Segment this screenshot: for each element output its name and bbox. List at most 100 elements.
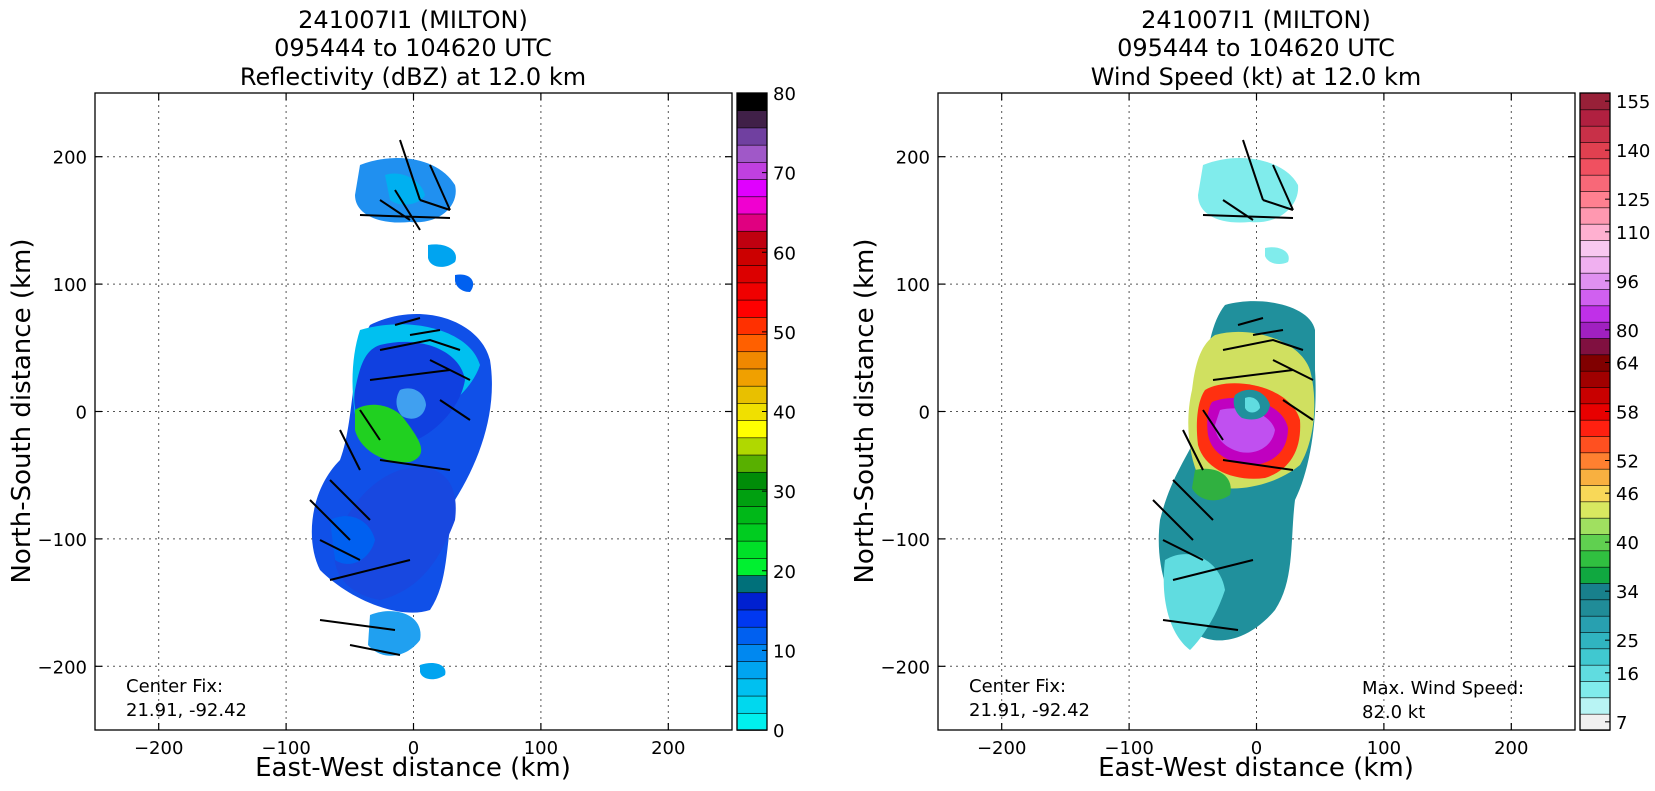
right-y-tick-label: 100 [896, 275, 930, 296]
left-y-tick-label: −100 [38, 530, 87, 551]
right-x-tick-labels: −200 −100 0 100 200 [977, 738, 1529, 759]
right-colorbar-segment [1579, 305, 1611, 323]
right-ticks [938, 93, 1575, 730]
right-x-tick-label: 0 [1251, 738, 1262, 759]
left-colorbar-segment [736, 178, 768, 198]
left-colorbar-segment [736, 264, 768, 284]
right-colorbar-tick-label: 80 [1616, 321, 1639, 342]
right-colorbar-tick-label: 25 [1616, 631, 1639, 652]
left-colorbar-segment [736, 213, 768, 232]
right-colorbar-tick-label: 40 [1616, 533, 1639, 554]
left-colorbar-segment [736, 523, 768, 542]
left-colorbar-segment [736, 626, 768, 645]
right-y-tick-labels: 200 100 0 −100 −200 [881, 148, 930, 679]
left-colorbar-segment [736, 557, 768, 576]
left-y-axis-label: North-South distance (km) [7, 238, 37, 583]
left-colorbar-segment [736, 609, 768, 628]
left-colorbar-segment [736, 333, 768, 353]
right-y-tick-label: −200 [881, 657, 930, 678]
left-y-tick-label: 100 [53, 275, 87, 296]
left-colorbar-segment [736, 471, 768, 490]
max-wind-speed-label: Max. Wind Speed: [1362, 678, 1524, 699]
right-colorbar-tick-label: 96 [1616, 272, 1639, 293]
right-colorbar-segment [1579, 615, 1611, 633]
left-colorbar-tick-label: 80 [773, 84, 796, 105]
right-colorbar-tick-label: 58 [1616, 403, 1639, 424]
left-colorbar-segment [736, 144, 768, 163]
right-colorbar-segment [1579, 517, 1611, 535]
left-colorbar-tick-label: 50 [773, 323, 796, 344]
left-plot-frame [94, 92, 733, 731]
right-colorbar-segment [1579, 207, 1611, 225]
left-colorbar-segment [736, 282, 768, 301]
left-center-fix-label: Center Fix: [126, 676, 223, 697]
right-colorbar-tick-label: 16 [1616, 664, 1639, 685]
left-colorbar-segment [736, 488, 768, 507]
left-colorbar-segment [736, 454, 768, 473]
right-x-axis-label: East-West distance (km) [1098, 753, 1414, 783]
right-colorbar-segment [1579, 468, 1611, 486]
right-colorbar-segment [1579, 386, 1611, 405]
right-x-tick-label: −100 [1104, 738, 1153, 759]
left-colorbar-tick-label: 30 [773, 482, 796, 503]
left-y-tick-label: 0 [76, 403, 87, 424]
left-colorbar-segment [736, 712, 768, 731]
right-colorbar-tick-label: 7 [1616, 713, 1627, 734]
right-colorbar-segment [1579, 256, 1611, 274]
right-colorbar-tick-label: 155 [1616, 92, 1650, 113]
reflectivity-panel: 241007I1 (MILTON) 095444 to 104620 UTC R… [7, 6, 796, 783]
left-colorbar-segment [736, 505, 768, 525]
right-colorbar-segment [1579, 239, 1611, 258]
right-x-tick-label: 200 [1494, 738, 1528, 759]
left-x-tick-label: 0 [408, 738, 419, 759]
left-title-line-1: 241007I1 (MILTON) [298, 6, 528, 34]
right-colorbar-segment [1579, 550, 1611, 568]
left-colorbar-tick-label: 0 [773, 721, 784, 742]
left-colorbar-segment [736, 350, 768, 370]
right-colorbar-segment [1579, 566, 1611, 584]
left-colorbar-segment [736, 437, 768, 456]
left-colorbar-tick-label: 40 [773, 403, 796, 424]
right-colorbar-segment [1579, 109, 1611, 127]
wind-speed-panel: 241007I1 (MILTON) 095444 to 104620 UTC W… [850, 6, 1650, 783]
left-colorbar-segment [736, 299, 768, 318]
left-y-tick-labels: 200 100 0 −100 −200 [38, 148, 87, 679]
right-plot-frame [937, 92, 1576, 731]
right-colorbar-tick-label: 52 [1616, 452, 1639, 473]
left-x-tick-labels: −200 −100 0 100 200 [134, 738, 686, 759]
left-colorbar-segment [736, 161, 768, 180]
left-colorbar-segment [736, 574, 768, 594]
left-colorbar-segment [736, 660, 768, 680]
right-colorbar-tick-label: 110 [1616, 223, 1650, 244]
left-colorbar-segment [736, 368, 768, 387]
right-colorbar-segment [1579, 648, 1611, 666]
left-wind-barbs [309, 139, 471, 656]
left-colorbar-tick-label: 60 [773, 243, 796, 264]
left-colorbar-segment [736, 127, 768, 146]
right-colorbar-segment [1579, 501, 1611, 519]
right-y-tick-label: −100 [881, 530, 930, 551]
right-colorbar-segment [1579, 370, 1611, 388]
left-x-tick-label: 200 [651, 738, 685, 759]
left-colorbar-segment [736, 591, 768, 611]
right-y-axis-label: North-South distance (km) [850, 238, 880, 583]
left-y-tick-label: 200 [53, 148, 87, 169]
left-plot-area [94, 92, 733, 731]
reflectivity-colorbar-labels: 0 10 20 30 40 50 60 70 80 [762, 84, 796, 742]
left-x-tick-label: 100 [524, 738, 558, 759]
left-colorbar-segment [736, 92, 768, 112]
right-x-tick-label: −200 [977, 738, 1026, 759]
right-y-tick-label: 200 [896, 148, 930, 169]
left-colorbar-segment [736, 195, 768, 215]
right-y-tick-label: 0 [919, 403, 930, 424]
wind-speed-colorbar-labels: 7 16 25 34 40 46 52 58 64 80 96 110 125 140 155 [1605, 92, 1650, 734]
right-colorbar-tick-label: 125 [1616, 190, 1650, 211]
right-colorbar-segment [1579, 125, 1611, 143]
right-colorbar-segment [1579, 680, 1611, 699]
right-colorbar-segment [1579, 419, 1611, 437]
left-x-tick-label: −200 [134, 738, 183, 759]
wind-speed-colorbar [1579, 92, 1611, 731]
right-colorbar-segment [1579, 697, 1611, 715]
